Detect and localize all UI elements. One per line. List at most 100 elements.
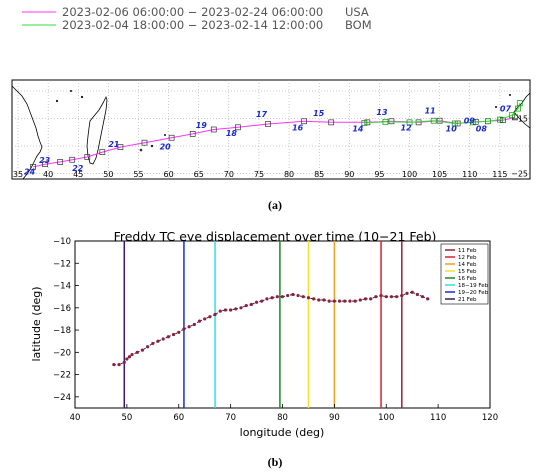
track-point-bom <box>469 119 476 126</box>
track-point <box>166 335 170 339</box>
track-point-usa <box>301 118 307 125</box>
track-point <box>374 295 378 299</box>
y-tick-label: −24 <box>53 393 71 403</box>
track-point-usa <box>99 149 106 155</box>
legend-label: 18−19 Feb <box>458 283 489 289</box>
legend-usa-agency: USA <box>345 5 369 19</box>
track-point-usa <box>235 124 241 131</box>
track-point-usa <box>210 126 217 133</box>
day-label: 10 <box>446 125 458 134</box>
track-point <box>332 299 336 303</box>
day-label: 15 <box>313 109 325 118</box>
map-x-tick-label: 55 <box>133 170 143 179</box>
day-label: 14 <box>352 125 364 134</box>
eye-track <box>112 290 430 367</box>
y-tick-label: −14 <box>53 282 71 292</box>
track-point <box>203 317 207 321</box>
y-tick-label: −10 <box>53 237 71 247</box>
y-tick-label: −16 <box>53 304 71 314</box>
y-tick-label: −18 <box>53 326 71 336</box>
track-point-bom <box>361 120 368 126</box>
map-y-ticks: −15 −25 <box>511 115 528 179</box>
track-point <box>223 308 228 312</box>
y-tick-label: −12 <box>53 259 71 269</box>
track-point <box>296 293 300 298</box>
track-point <box>146 345 150 349</box>
date-lines <box>123 241 403 408</box>
track-point <box>420 295 425 299</box>
map-x-tick-label: 115 <box>492 170 507 179</box>
map-x-ticks: 35 40 45 50 55 60 65 70 75 80 85 90 95 100 105 110 115 <box>13 170 508 179</box>
map-x-tick-label: 100 <box>402 170 417 179</box>
track-point-bom <box>430 117 437 124</box>
track-point <box>229 308 233 312</box>
track-point <box>389 295 394 299</box>
track-point-usa <box>69 156 76 163</box>
track-point-bom <box>484 118 491 125</box>
track-point <box>239 306 243 310</box>
map-frame <box>11 79 531 180</box>
track-point <box>410 290 414 294</box>
track-point <box>337 299 342 303</box>
track-point-bom <box>406 119 413 126</box>
track-point <box>265 297 269 301</box>
track-point-bom <box>497 116 503 123</box>
x-tick-label: 110 <box>430 413 446 423</box>
map-x-tick-label: 65 <box>194 170 204 179</box>
track-point <box>127 355 132 359</box>
track-point-usa <box>388 118 395 125</box>
map-x-tick-label: 35 <box>13 170 23 179</box>
track-point <box>117 362 121 367</box>
legend-label: 16 Feb <box>458 276 477 282</box>
map-x-tick-label: 40 <box>43 170 53 179</box>
track-point-usa <box>117 144 124 150</box>
track-point <box>192 322 196 327</box>
track-point-usa <box>168 134 175 141</box>
africa-coastline <box>11 85 43 180</box>
map-x-tick-label: 85 <box>314 170 324 179</box>
track-point <box>395 295 399 299</box>
island-reunion <box>150 144 154 148</box>
track-point <box>384 295 388 299</box>
island-comoros <box>80 95 84 99</box>
day-label: 24 <box>24 168 36 177</box>
island-mauritius <box>139 148 143 152</box>
legend-bom-range: 2023-02-04 18:00:00 − 2023-02-14 12:00:0… <box>62 18 323 32</box>
map-gridlines <box>12 80 530 179</box>
island-rodrigues <box>163 133 166 136</box>
x-tick-label: 50 <box>121 413 132 423</box>
track-point-usa <box>189 131 196 137</box>
track-point <box>182 327 186 331</box>
x-axis-ticks: 40 50 60 70 80 90 100 110 120 <box>70 404 498 423</box>
x-tick-label: 70 <box>225 413 236 423</box>
day-label: 20 <box>160 142 172 151</box>
day-label: 16 <box>292 124 304 133</box>
x-tick-label: 90 <box>329 413 340 423</box>
track-point-usa <box>84 154 91 160</box>
track-point <box>270 296 274 300</box>
panel-a-label: (a) <box>268 198 282 212</box>
y-tick-label: −20 <box>53 348 71 358</box>
day-label: 08 <box>476 125 488 134</box>
x-tick-label: 60 <box>173 413 184 423</box>
track-point <box>301 295 305 299</box>
legend-bom-agency: BOM <box>345 18 372 32</box>
track-point-usa <box>30 164 36 170</box>
track-point <box>353 299 357 303</box>
island-ashmore <box>508 94 511 97</box>
track-point <box>140 348 145 352</box>
track-point <box>306 296 311 300</box>
track-point <box>317 298 321 302</box>
legend-label: 15 Feb <box>458 269 477 275</box>
track-point <box>125 357 129 361</box>
chart-title: Freddy TC eye displacement over time (10… <box>114 229 437 244</box>
track-point <box>213 312 217 317</box>
track-point-usa <box>500 117 506 124</box>
track-point <box>122 360 126 364</box>
track-point <box>415 292 419 297</box>
day-label: 09 <box>464 116 476 125</box>
track-point <box>327 299 331 303</box>
